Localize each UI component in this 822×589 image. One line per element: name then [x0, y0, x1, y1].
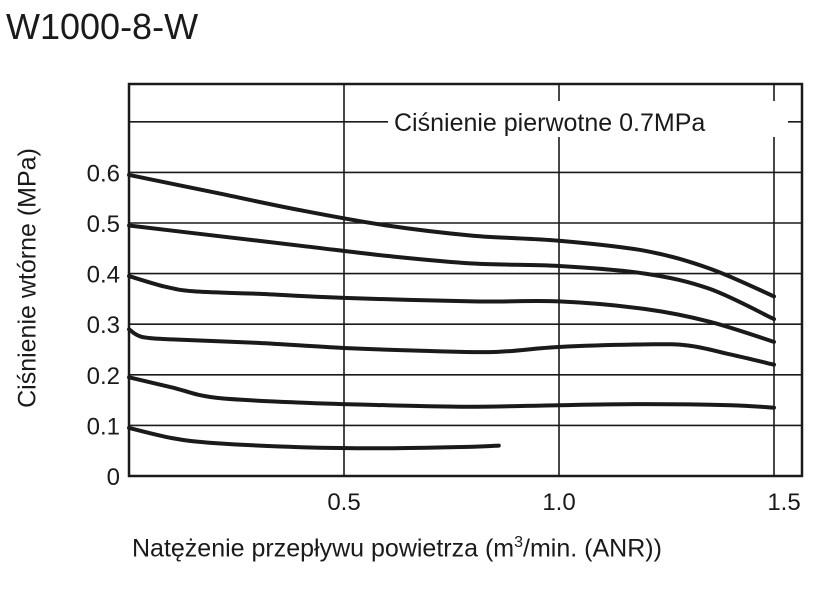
y-tick-label: 0.5 [87, 211, 120, 238]
series-lines [127, 172, 776, 451]
x-tick-label: 1.5 [767, 489, 800, 516]
x-tick-label: 0.5 [327, 489, 360, 516]
series-line-1 [127, 172, 776, 299]
y-tick-label: 0 [107, 464, 120, 491]
series-line-4 [127, 327, 776, 367]
series-line-3 [127, 274, 776, 344]
y-tick-label: 0.2 [87, 363, 120, 390]
x-axis-label-tail: /min. (ANR)) [523, 534, 662, 563]
tick-labels: 0 0.1 0.2 0.3 0.4 0.5 0.6 0.5 1.0 1.5 [87, 160, 801, 516]
chart-title: W1000-8-W [6, 6, 199, 47]
x-axis-label-superscript: 3 [514, 534, 524, 551]
y-tick-label: 0.1 [87, 413, 120, 440]
x-axis-label-main: Natężenie przepływu powietrza (m [132, 534, 515, 563]
x-tick-label: 1.0 [542, 489, 575, 516]
annotation-background [388, 101, 788, 137]
annotation-label: Ciśnienie pierwotne 0.7MPa [394, 109, 705, 137]
series-line-2 [127, 223, 776, 322]
series-line-5 [127, 375, 776, 410]
y-axis-label: Ciśnienie wtórne (MPa) [13, 148, 42, 408]
grid-lines [129, 84, 802, 476]
x-axis-label: Natężenie przepływu powietrza (m3/min. (… [132, 534, 662, 563]
y-tick-label: 0.4 [87, 262, 120, 289]
y-tick-label: 0.6 [87, 160, 120, 187]
y-tick-label: 0.3 [87, 312, 120, 339]
plot-area-frame [127, 82, 804, 478]
series-line-6 [127, 425, 501, 451]
